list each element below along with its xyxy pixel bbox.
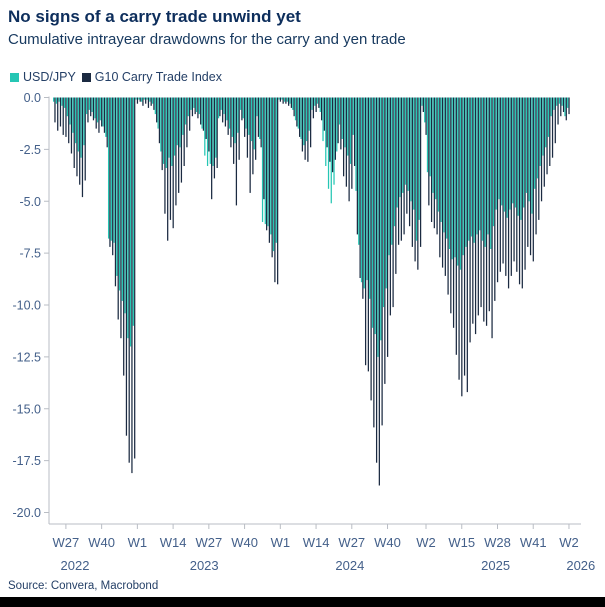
svg-text:W2: W2 xyxy=(559,535,579,550)
svg-text:W27: W27 xyxy=(195,535,222,550)
svg-text:-2.5: -2.5 xyxy=(19,143,41,157)
svg-text:W41: W41 xyxy=(520,535,547,550)
svg-text:W14: W14 xyxy=(160,535,187,550)
svg-text:2026: 2026 xyxy=(566,558,595,573)
g10-swatch-icon xyxy=(81,72,91,82)
svg-text:W40: W40 xyxy=(374,535,401,550)
svg-text:W15: W15 xyxy=(448,535,475,550)
page-title: No signs of a carry trade unwind yet xyxy=(8,7,301,26)
chart-legend: USD/JPY G10 Carry Trade Index xyxy=(10,70,222,84)
svg-text:2025: 2025 xyxy=(481,558,510,573)
svg-text:-12.5: -12.5 xyxy=(13,350,42,364)
svg-text:W1: W1 xyxy=(271,535,291,550)
source-note: Source: Convera, Macrobond xyxy=(8,580,159,592)
svg-text:-20.0: -20.0 xyxy=(13,506,42,520)
legend-item-g10: G10 Carry Trade Index xyxy=(81,70,222,84)
svg-text:W27: W27 xyxy=(338,535,365,550)
legend-item-usdjpy: USD/JPY xyxy=(10,70,76,84)
svg-text:W2: W2 xyxy=(416,535,436,550)
svg-text:0.0: 0.0 xyxy=(24,91,41,105)
svg-text:W14: W14 xyxy=(303,535,330,550)
svg-text:W40: W40 xyxy=(231,535,258,550)
usdjpy-swatch-icon xyxy=(10,72,19,82)
svg-text:W40: W40 xyxy=(88,535,115,550)
svg-text:W28: W28 xyxy=(484,535,511,550)
legend-label-usdjpy: USD/JPY xyxy=(23,70,76,84)
svg-text:-5.0: -5.0 xyxy=(19,195,41,209)
footer-bar xyxy=(0,597,605,607)
svg-text:2023: 2023 xyxy=(190,558,219,573)
svg-text:-17.5: -17.5 xyxy=(13,454,42,468)
svg-text:-7.5: -7.5 xyxy=(19,247,41,261)
svg-text:-15.0: -15.0 xyxy=(13,402,42,416)
svg-text:2024: 2024 xyxy=(335,558,364,573)
legend-label-g10: G10 Carry Trade Index xyxy=(94,70,222,84)
svg-text:W27: W27 xyxy=(53,535,80,550)
svg-text:W1: W1 xyxy=(128,535,148,550)
svg-text:-10.0: -10.0 xyxy=(13,299,42,313)
page-subtitle: Cumulative intrayear drawdowns for the c… xyxy=(8,31,406,48)
svg-text:2022: 2022 xyxy=(61,558,90,573)
